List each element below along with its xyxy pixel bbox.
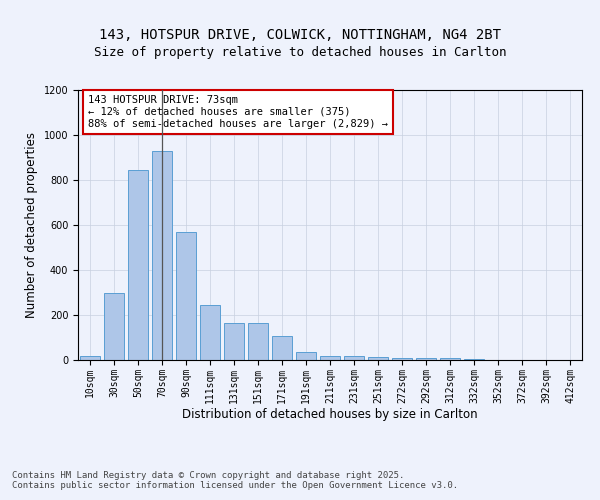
Bar	[296, 352, 316, 360]
Bar	[152, 151, 172, 360]
Bar	[416, 358, 436, 360]
Bar	[224, 323, 244, 360]
Bar	[440, 358, 460, 360]
Text: Size of property relative to detached houses in Carlton: Size of property relative to detached ho…	[94, 46, 506, 59]
Bar	[128, 170, 148, 360]
Bar	[176, 232, 196, 360]
Bar	[272, 336, 292, 360]
Text: 143, HOTSPUR DRIVE, COLWICK, NOTTINGHAM, NG4 2BT: 143, HOTSPUR DRIVE, COLWICK, NOTTINGHAM,…	[99, 28, 501, 42]
Bar	[80, 356, 100, 360]
Bar	[248, 323, 268, 360]
Text: Contains HM Land Registry data © Crown copyright and database right 2025.
Contai: Contains HM Land Registry data © Crown c…	[12, 470, 458, 490]
Bar	[104, 292, 124, 360]
Bar	[392, 358, 412, 360]
Bar	[344, 356, 364, 360]
Y-axis label: Number of detached properties: Number of detached properties	[25, 132, 38, 318]
Bar	[320, 356, 340, 360]
Text: 143 HOTSPUR DRIVE: 73sqm
← 12% of detached houses are smaller (375)
88% of semi-: 143 HOTSPUR DRIVE: 73sqm ← 12% of detach…	[88, 96, 388, 128]
Bar	[368, 356, 388, 360]
Bar	[464, 359, 484, 360]
Bar	[200, 305, 220, 360]
X-axis label: Distribution of detached houses by size in Carlton: Distribution of detached houses by size …	[182, 408, 478, 422]
